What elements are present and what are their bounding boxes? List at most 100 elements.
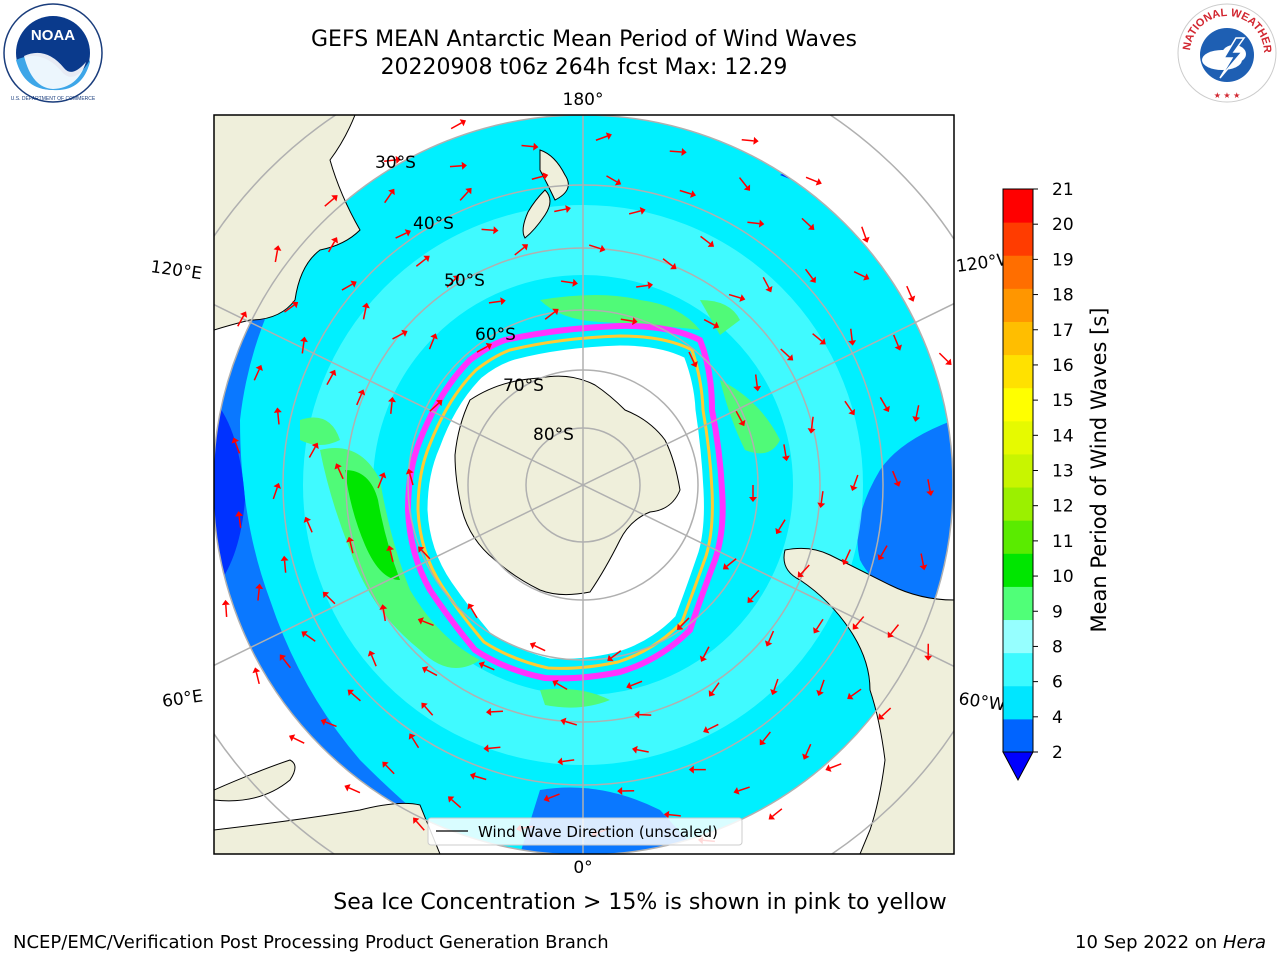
wind-wave-arrow — [554, 208, 567, 213]
svg-text:★ ★ ★: ★ ★ ★ — [1214, 91, 1241, 100]
wind-wave-arrow — [741, 138, 754, 142]
graticule — [214, 115, 954, 854]
wind-wave-arrowhead — [887, 631, 895, 638]
wind-wave-arrow — [411, 737, 420, 749]
wind-wave-arrow — [702, 646, 710, 658]
wind-wave-arrowhead — [565, 205, 571, 213]
wind-wave-arrow — [382, 609, 386, 622]
wind-wave-arrow — [700, 235, 711, 245]
wind-wave-arrow — [754, 374, 758, 387]
wind-wave-arrow — [906, 285, 913, 298]
wind-wave-arrowhead — [797, 571, 805, 578]
lon-label-lower-right: 60°W — [957, 689, 1006, 715]
wind-wave-arrow — [588, 244, 601, 250]
footer-date: 10 Sep 2022 on Hera — [1075, 932, 1266, 953]
wind-wave-arrowhead — [759, 738, 767, 746]
wind-wave-arrowhead — [753, 136, 759, 145]
map-frame — [213, 114, 955, 855]
wind-wave-arrow — [476, 345, 488, 353]
wind-wave-arrow — [446, 278, 457, 288]
wind-wave-arrow — [662, 258, 674, 267]
wind-wave-arrowhead — [529, 641, 537, 650]
wind-wave-arrow — [815, 618, 824, 630]
wind-wave-arrowhead — [235, 511, 244, 517]
wind-wave-arrowhead — [847, 692, 854, 700]
wind-wave-arrow — [384, 159, 397, 162]
wind-wave-arrowhead — [231, 437, 240, 444]
wind-wave-arrow — [679, 617, 690, 627]
wind-wave-arrow — [829, 763, 842, 769]
wind-wave-arrow — [341, 283, 353, 291]
wind-wave-arrowhead — [877, 553, 885, 561]
colorbar-tick-label: 18 — [1052, 286, 1074, 306]
wind-wave-arrow — [426, 669, 438, 677]
wind-wave-arrowhead — [738, 419, 746, 427]
wind-wave-arrowhead — [626, 681, 633, 690]
wind-wave-arrow — [628, 210, 641, 215]
wind-wave-arrowhead — [367, 650, 376, 657]
legend-label: Wind Wave Direction (unscaled) — [478, 823, 718, 841]
footer-date-text: 10 Sep 2022 on — [1075, 932, 1223, 953]
colorbar-tick-label: 11 — [1052, 532, 1074, 552]
wind-wave-arrowhead — [299, 336, 308, 343]
colorbar-segment — [1003, 718, 1033, 753]
svg-text:NOAA: NOAA — [31, 27, 75, 44]
wind-wave-arrow — [238, 516, 242, 529]
wind-wave-arrow — [283, 560, 287, 573]
wind-wave-arrow — [272, 487, 278, 500]
colorbar-extend — [1002, 751, 1034, 782]
wind-wave-arrowhead — [863, 273, 870, 281]
wind-wave-arrowhead — [781, 455, 790, 462]
wind-wave-arrow — [531, 175, 544, 180]
wind-wave-arrow — [483, 664, 495, 671]
wind-wave-arrow — [920, 553, 925, 566]
wind-wave-arrow — [780, 348, 791, 358]
wind-wave-arrowhead — [945, 358, 952, 366]
wind-wave-arrow — [408, 473, 414, 486]
wind-wave-arrow — [669, 150, 682, 153]
wind-wave-arrowhead — [459, 119, 466, 127]
colorbar-segment — [1003, 255, 1033, 289]
wind-wave-arrowhead — [493, 226, 499, 235]
colorbar-segment — [1003, 586, 1033, 621]
wind-wave-arrowhead — [543, 794, 550, 803]
wind-wave-arrow — [556, 682, 568, 691]
wind-wave-arrowhead — [461, 161, 467, 170]
wind-wave-arrow — [728, 293, 741, 299]
wind-wave-arrowhead — [749, 497, 757, 502]
africa — [214, 759, 296, 802]
colorbar-segment — [1003, 354, 1033, 389]
wind-wave-arrowhead — [252, 667, 261, 674]
colorbar-segment — [1003, 288, 1033, 322]
wind-wave-arrow — [747, 221, 760, 225]
wind-wave-arrow — [880, 545, 888, 557]
wind-wave-arrow — [424, 705, 434, 716]
wind-wave-arrowhead — [452, 275, 460, 282]
wind-wave-arrowhead — [807, 223, 815, 230]
colorbar-tick-label: 14 — [1052, 426, 1074, 446]
colorbar-segment — [1003, 222, 1033, 256]
wind-wave-arrowhead — [815, 178, 822, 186]
wind-wave-arrow — [844, 400, 853, 412]
wind-wave-arrowhead — [291, 301, 299, 309]
wind-wave-arrow — [881, 707, 892, 717]
wind-wave-arrowhead — [386, 545, 395, 552]
wind-wave-arrow — [429, 402, 440, 412]
wind-wave-arrow — [548, 793, 560, 800]
wind-wave-arrow — [726, 558, 737, 567]
wind-wave-arrowhead — [483, 744, 489, 753]
colorbar-segment — [1003, 487, 1033, 521]
colorbar-segment — [1003, 685, 1033, 720]
wind-wave-arrow — [370, 654, 377, 667]
wind-wave-arrow — [679, 189, 692, 195]
wind-wave-arrowhead — [722, 563, 730, 570]
short-period-region — [214, 115, 470, 854]
wind-wave-arrow — [630, 680, 643, 687]
colorbar: 2 4 6 8 9 10 11 12 13 14 15 16 17 18 19 20 21 — [1002, 180, 1074, 782]
wind-wave-arrowhead — [607, 654, 614, 662]
wind-wave-arrowhead — [688, 765, 694, 774]
wind-wave-arrowhead — [378, 472, 387, 479]
colorbar-segment — [1003, 387, 1033, 422]
wind-wave-arrowhead — [894, 344, 902, 351]
wind-wave-arrow — [327, 241, 336, 253]
